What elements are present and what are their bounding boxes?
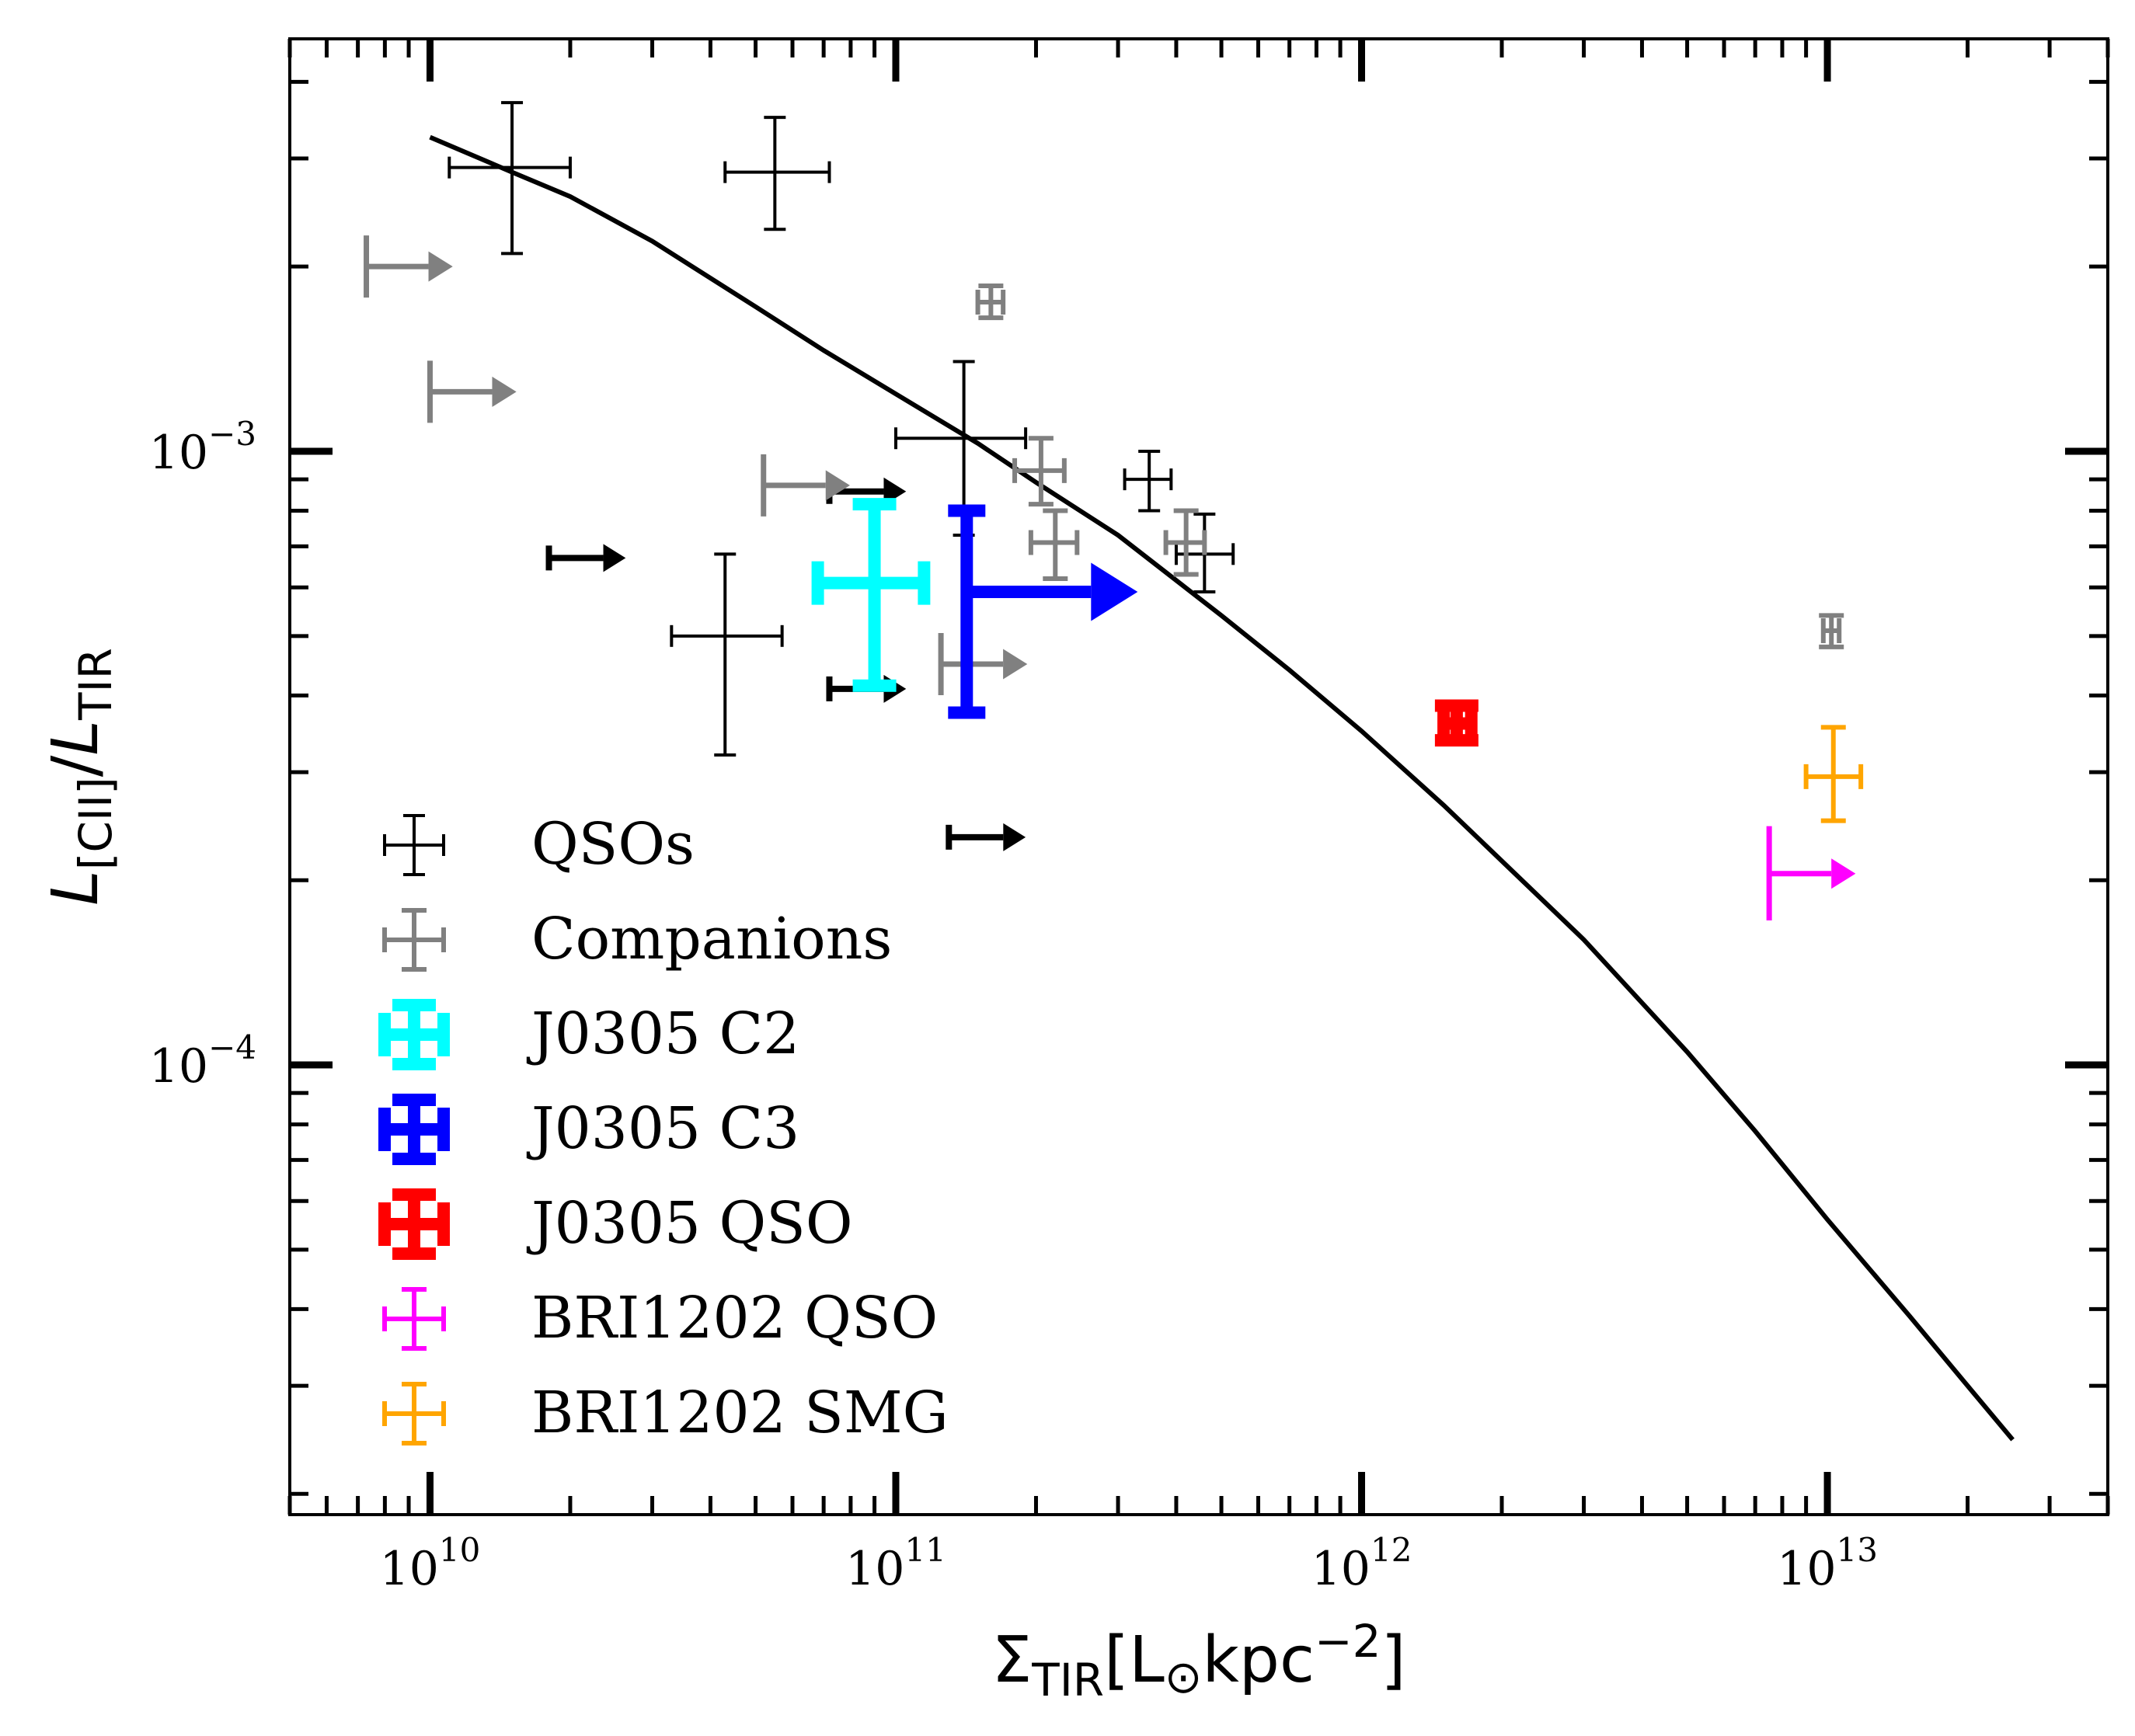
data-point (1123, 449, 1173, 513)
data-point (975, 284, 1006, 321)
legend-label: Companions (531, 906, 892, 972)
x-tick-label: 1012 (1311, 1531, 1412, 1596)
data-point (723, 116, 831, 231)
data-point (448, 101, 572, 256)
legend: QSOs Companions J0305 C2 J0305 C3 J0305 QSO B… (378, 811, 949, 1446)
y-tick-label: 10−3 (149, 415, 256, 480)
model-curve (429, 134, 2015, 1442)
lower-limit-arrow (364, 235, 453, 298)
legend-item: J0305 C2 (378, 999, 799, 1070)
legend-item: BRI1202 QSO (382, 1285, 938, 1352)
legend-label: J0305 QSO (526, 1190, 853, 1257)
data-points (364, 101, 1864, 920)
lower-limit-arrow (545, 544, 626, 572)
lower-limit-arrow (427, 360, 517, 423)
data-point (1434, 699, 1478, 747)
plot-frame (288, 37, 2109, 1516)
axis-ticks (287, 39, 2110, 1515)
data-point (670, 552, 784, 757)
y-axis-label: L[CII]/LTIR (39, 648, 122, 906)
data-point (811, 498, 931, 692)
legend-label: BRI1202 QSO (531, 1285, 938, 1352)
legend-item: QSOs (383, 811, 695, 878)
legend-item: BRI1202 SMG (382, 1379, 949, 1446)
tick-labels: 1010 1011 1012 1013 10−4 10−3 (149, 415, 1878, 1596)
lower-limit-arrow (761, 454, 850, 517)
lower-limit-arrow (1766, 826, 1856, 920)
data-point (1163, 508, 1207, 577)
x-tick-label: 1013 (1777, 1531, 1878, 1596)
data-point (1028, 508, 1080, 582)
legend-label: J0305 C3 (526, 1095, 799, 1162)
legend-label: J0305 C2 (526, 1000, 799, 1067)
y-tick-label: 10−4 (149, 1028, 256, 1094)
x-tick-label: 1011 (845, 1531, 946, 1596)
data-point (1803, 725, 1864, 823)
x-tick-label: 1010 (380, 1531, 481, 1596)
legend-item: J0305 QSO (378, 1188, 853, 1260)
data-point (1012, 436, 1067, 507)
legend-label: BRI1202 SMG (531, 1379, 949, 1446)
legend-label: QSOs (531, 811, 695, 878)
data-point (1819, 613, 1844, 649)
legend-item: Companions (382, 906, 892, 972)
lower-limit-arrow (948, 504, 1138, 719)
legend-item: J0305 C3 (378, 1094, 799, 1165)
lower-limit-arrow (946, 823, 1026, 851)
x-axis-label: ΣTIR[L⊙kpc−2] (991, 1615, 1405, 1706)
